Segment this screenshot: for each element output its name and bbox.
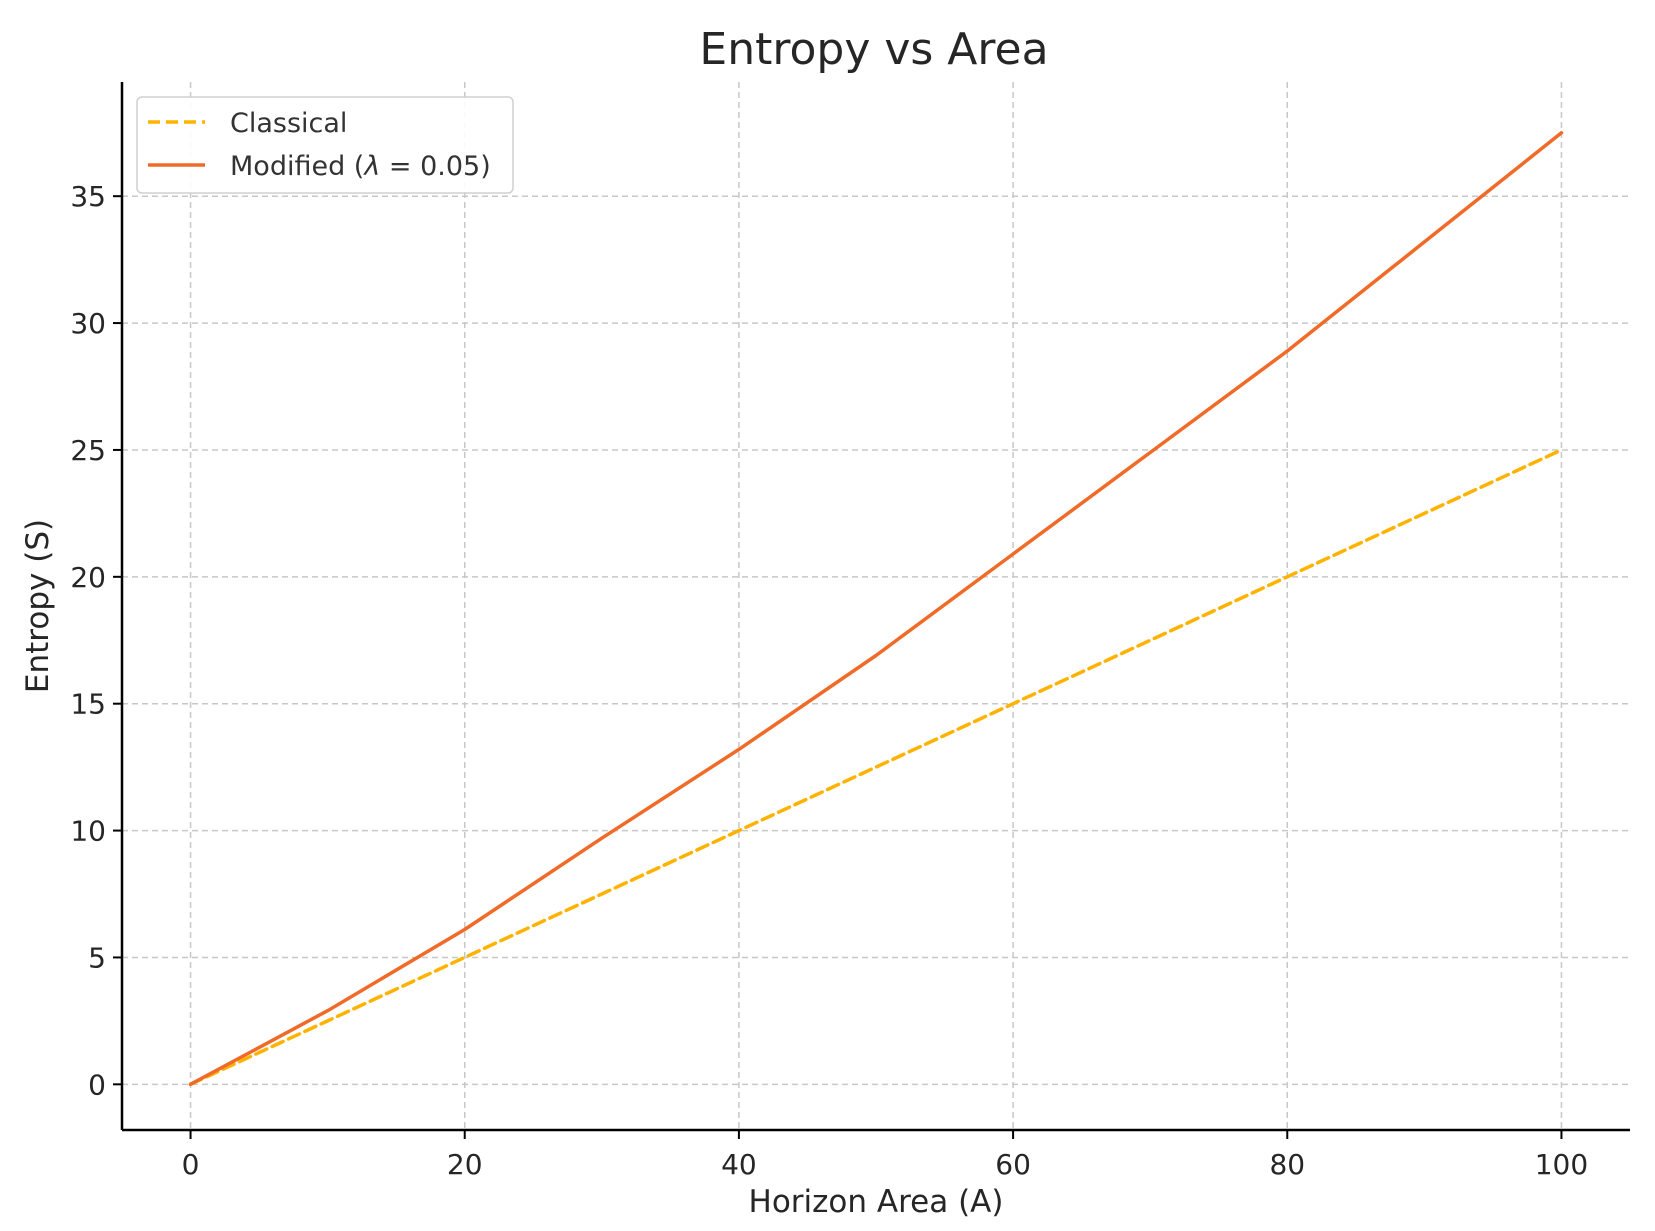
grid: [122, 82, 1630, 1130]
x-tick-label: 20: [447, 1148, 483, 1181]
y-tick-label: 5: [88, 941, 106, 974]
y-tick-label: 30: [70, 307, 106, 340]
y-tick-label: 20: [70, 561, 106, 594]
y-tick-label: 25: [70, 434, 106, 467]
x-tick-label: 60: [995, 1148, 1031, 1181]
x-tick-label: 40: [721, 1148, 757, 1181]
y-tick-label: 10: [70, 815, 106, 848]
y-tick-label: 35: [70, 180, 106, 213]
legend-label-modified: Modified (λ = 0.05): [230, 151, 491, 182]
legend: Classical Modified (λ = 0.05): [136, 96, 514, 194]
series-line-classical: [188, 448, 1564, 1087]
legend-label-classical: Classical: [230, 108, 347, 139]
x-axis-label: Horizon Area (A): [749, 1184, 1004, 1220]
chart-title: Entropy vs Area: [699, 24, 1048, 75]
plot-series: [188, 131, 1564, 1087]
legend-box: [136, 96, 514, 194]
legend-label-modified-suffix: = 0.05): [380, 151, 490, 182]
x-tick-label: 80: [1269, 1148, 1305, 1181]
x-tick-label: 100: [1535, 1148, 1588, 1181]
series-line-modified: [188, 131, 1564, 1087]
x-tick-label: 0: [182, 1148, 200, 1181]
y-tick-label: 15: [70, 688, 106, 721]
axes: [120, 82, 1630, 1132]
y-tick-label: 0: [88, 1068, 106, 1101]
y-axis-label: Entropy (S): [20, 519, 56, 693]
legend-label-modified-prefix: Modified (: [230, 151, 364, 182]
ticks: 0 20 40 60 80 100 0 5 10 15 20 25 30 35: [70, 180, 1588, 1181]
legend-label-modified-lambda: λ: [362, 151, 380, 182]
